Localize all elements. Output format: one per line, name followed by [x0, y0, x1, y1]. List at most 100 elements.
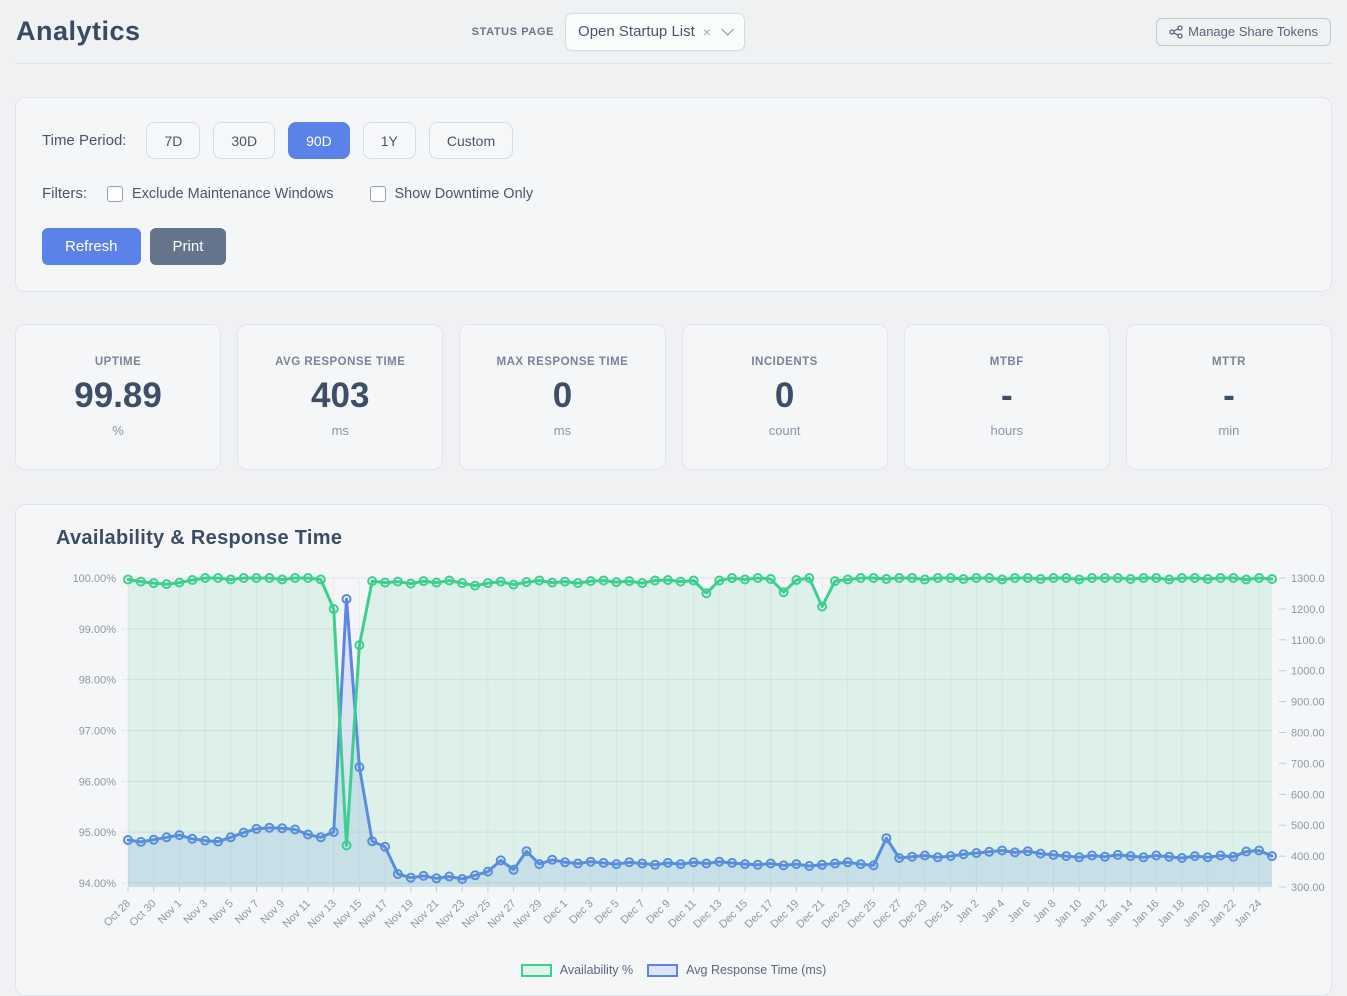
svg-text:Jan 12: Jan 12 — [1078, 898, 1110, 930]
chart-title: Availability & Response Time — [56, 527, 343, 549]
chart-legend: Availability % Avg Response Time (ms) — [40, 963, 1307, 977]
svg-text:1100.00: 1100.00 — [1291, 635, 1325, 647]
svg-text:Nov 5: Nov 5 — [207, 898, 236, 927]
stat-unit: count — [768, 423, 801, 438]
svg-text:500.00: 500.00 — [1291, 820, 1325, 832]
svg-text:Jan 16: Jan 16 — [1130, 898, 1162, 930]
status-page-select[interactable]: Open Startup List × — [565, 12, 746, 51]
legend-item-response-time[interactable]: Avg Response Time (ms) — [647, 963, 826, 977]
svg-text:400.00: 400.00 — [1291, 851, 1325, 863]
exclude-maintenance-checkbox[interactable] — [107, 185, 123, 202]
svg-text:Nov 3: Nov 3 — [181, 898, 210, 927]
stat-value: - — [1000, 376, 1013, 415]
svg-text:1200.00: 1200.00 — [1291, 604, 1325, 616]
period-button-1y[interactable]: 1Y — [362, 122, 416, 159]
svg-text:Dec 31: Dec 31 — [923, 898, 956, 931]
stat-unit: min — [1218, 423, 1240, 438]
stats-row: UPTIME 99.89 % AVG RESPONSE TIME 403 ms … — [15, 324, 1333, 470]
print-button[interactable]: Print — [149, 228, 227, 265]
svg-text:99.00%: 99.00% — [79, 624, 117, 636]
time-period-button-group: 7D 30D 90D 1Y Custom — [146, 122, 514, 159]
stat-label: AVG RESPONSE TIME — [275, 356, 406, 368]
svg-text:900.00: 900.00 — [1291, 697, 1325, 709]
filters-panel: Time Period: 7D 30D 90D 1Y Custom Filter… — [15, 97, 1332, 292]
show-downtime-label: Show Downtime Only — [394, 185, 534, 202]
svg-text:Dec 3: Dec 3 — [567, 898, 596, 927]
legend-swatch-response-time — [647, 963, 679, 977]
stat-value: 99.89 — [74, 376, 162, 415]
stat-unit: % — [112, 423, 124, 438]
manage-share-tokens-button[interactable]: Manage Share Tokens — [1156, 17, 1331, 46]
stat-value: 0 — [774, 376, 795, 415]
svg-text:Jan 6: Jan 6 — [1005, 898, 1033, 926]
period-button-custom[interactable]: Custom — [428, 122, 514, 159]
stat-unit: ms — [553, 423, 572, 438]
stat-label: MTBF — [989, 356, 1024, 368]
availability-response-chart: 100.00% 99.00% 98.00% 97.00% 96.00% 95.00% 94.… — [73, 573, 1331, 931]
svg-text:Jan 2: Jan 2 — [954, 898, 982, 926]
svg-text:Jan 10: Jan 10 — [1052, 898, 1084, 930]
stat-card-mttr: MTTR - min — [1125, 324, 1333, 470]
svg-text:94.00%: 94.00% — [79, 878, 117, 890]
svg-text:Dec 7: Dec 7 — [618, 898, 647, 927]
svg-text:800.00: 800.00 — [1291, 728, 1325, 740]
exclude-maintenance-label: Exclude Maintenance Windows — [132, 185, 334, 202]
svg-text:Nov 7: Nov 7 — [233, 898, 262, 927]
svg-text:Jan 14: Jan 14 — [1104, 898, 1136, 930]
filters-label: Filters: — [42, 185, 87, 202]
svg-text:Jan 20: Jan 20 — [1181, 898, 1213, 930]
stat-card-mtbf: MTBF - hours — [903, 324, 1110, 470]
svg-text:600.00: 600.00 — [1291, 789, 1325, 801]
stat-card-uptime: UPTIME 99.89 % — [15, 324, 222, 470]
chevron-down-icon — [721, 23, 734, 36]
exclude-maintenance-checkbox-item[interactable]: Exclude Maintenance Windows — [107, 185, 334, 202]
stat-unit: ms — [331, 423, 349, 438]
show-downtime-checkbox-item[interactable]: Show Downtime Only — [369, 185, 534, 202]
svg-text:Oct 28: Oct 28 — [102, 898, 133, 929]
svg-text:Dec 5: Dec 5 — [593, 898, 622, 927]
clear-selection-icon[interactable]: × — [702, 23, 711, 40]
stat-label: MTTR — [1211, 356, 1246, 368]
svg-text:100.00%: 100.00% — [73, 573, 117, 585]
stat-card-max-response: MAX RESPONSE TIME 0 ms — [459, 324, 666, 470]
svg-text:Jan 4: Jan 4 — [980, 898, 1008, 926]
svg-text:1000.00: 1000.00 — [1291, 666, 1325, 678]
svg-text:Nov 1: Nov 1 — [156, 898, 185, 927]
refresh-button[interactable]: Refresh — [42, 228, 141, 265]
stat-unit: hours — [990, 423, 1024, 438]
svg-text:Jan 18: Jan 18 — [1155, 898, 1187, 930]
legend-label: Availability % — [559, 963, 634, 977]
stat-card-avg-response: AVG RESPONSE TIME 403 ms — [237, 324, 444, 470]
period-button-30d[interactable]: 30D — [213, 122, 276, 159]
svg-text:1300.00: 1300.00 — [1291, 573, 1325, 585]
stat-value: - — [1223, 376, 1235, 415]
page-title: Analytics — [16, 16, 141, 46]
svg-text:Oct 30: Oct 30 — [127, 898, 158, 929]
stat-label: MAX RESPONSE TIME — [496, 356, 629, 368]
stat-label: UPTIME — [94, 356, 142, 368]
stat-value: 0 — [552, 376, 573, 415]
period-button-90d[interactable]: 90D — [288, 122, 350, 159]
time-period-label: Time Period: — [42, 132, 127, 149]
svg-text:Jan 22: Jan 22 — [1207, 898, 1239, 930]
legend-item-availability[interactable]: Availability % — [520, 963, 634, 977]
svg-text:95.00%: 95.00% — [79, 827, 117, 839]
show-downtime-checkbox[interactable] — [369, 185, 386, 202]
stat-card-incidents: INCIDENTS 0 count — [681, 324, 888, 470]
svg-text:Dec 1: Dec 1 — [541, 898, 570, 927]
svg-text:Nov 29: Nov 29 — [511, 898, 544, 931]
stat-value: 403 — [311, 376, 370, 415]
status-page-selected-value: Open Startup List — [578, 23, 695, 40]
svg-text:96.00%: 96.00% — [79, 776, 117, 788]
period-button-7d[interactable]: 7D — [146, 122, 201, 159]
chart-panel: Availability & Response Time 100.00% 99.0… — [15, 504, 1332, 996]
status-page-label: STATUS PAGE — [471, 25, 555, 38]
legend-swatch-availability — [520, 963, 552, 977]
svg-text:300.00: 300.00 — [1291, 882, 1325, 894]
svg-text:700.00: 700.00 — [1291, 758, 1325, 770]
legend-label: Avg Response Time (ms) — [686, 963, 827, 977]
svg-text:98.00%: 98.00% — [79, 675, 117, 687]
stat-label: INCIDENTS — [751, 356, 818, 368]
share-icon — [1169, 24, 1183, 39]
svg-text:Jan 24: Jan 24 — [1232, 898, 1264, 930]
